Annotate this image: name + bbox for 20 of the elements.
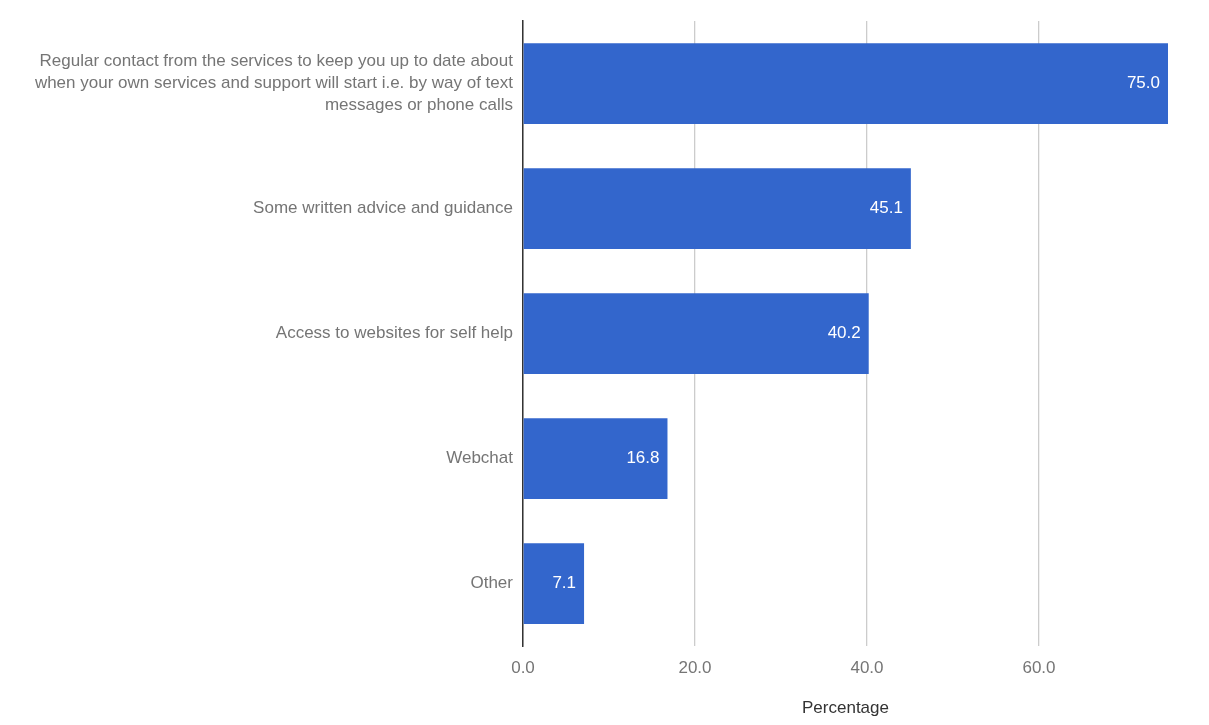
data-label: 40.2 (827, 323, 861, 343)
bar (523, 43, 1168, 124)
x-tick-label: 0.0 (511, 658, 535, 678)
bar (523, 418, 668, 499)
y-tick-label: Access to websites for self help (275, 323, 513, 343)
y-tick-label: Some written advice and guidance (253, 198, 513, 218)
y-tick-label: Regular contact from the services to keep you up to date about when your own services and support will start i.e. by way of text messages or phone calls (33, 51, 514, 115)
data-label: 7.1 (552, 573, 577, 593)
bar (523, 543, 585, 625)
x-tick-label: 20.0 (678, 658, 712, 678)
bar (523, 168, 911, 249)
data-label: 16.8 (626, 448, 660, 468)
data-label: 45.1 (869, 198, 903, 218)
y-tick-label: Webchat (446, 448, 514, 468)
x-axis-title: Percentage (802, 698, 889, 718)
x-tick-label: 60.0 (1022, 658, 1056, 678)
x-tick-label: 40.0 (850, 658, 884, 678)
bar (523, 293, 869, 374)
data-label: 75.0 (1126, 73, 1160, 93)
y-tick-label: Other (470, 573, 514, 593)
